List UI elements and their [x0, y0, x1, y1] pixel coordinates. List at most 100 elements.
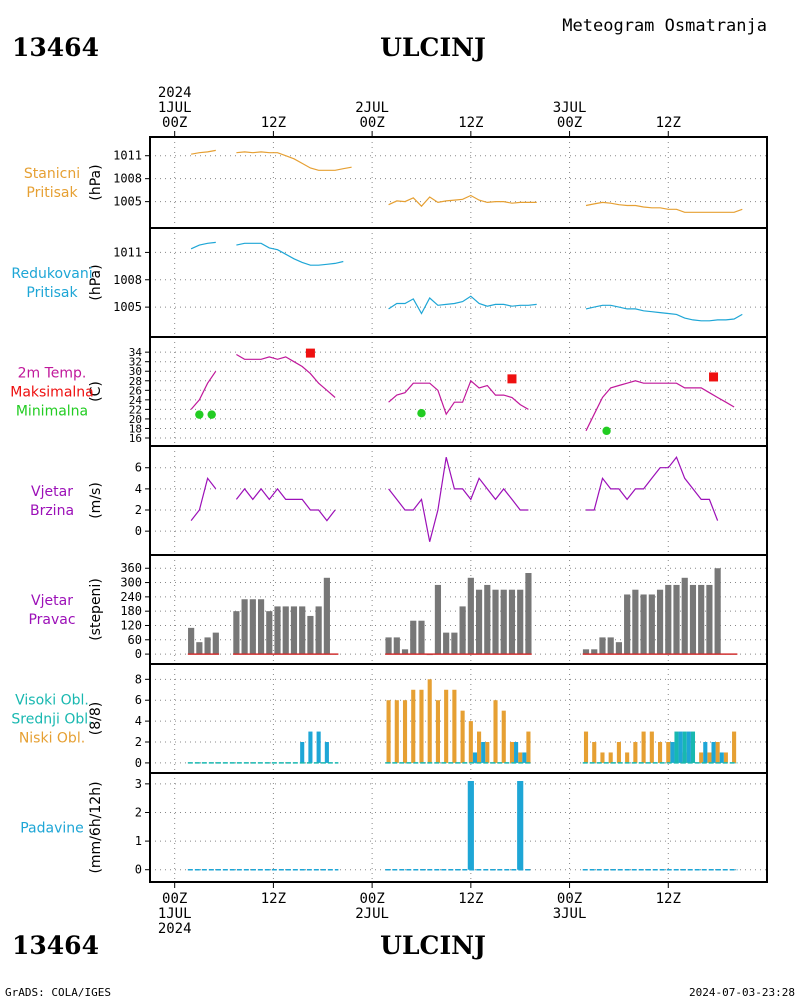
bar-oblaci-visokiobl-4 [472, 752, 478, 763]
bar-pravac-42 [648, 594, 655, 655]
panel-label-oblaci-0: Visoki Obl. [15, 693, 89, 709]
bar-pravac-45 [673, 584, 680, 655]
max-marker-0 [305, 348, 315, 358]
ytick-label-oblaci-3: 6 [135, 693, 142, 707]
station-name-top: ULCINJ [380, 33, 486, 62]
ytick-label-padavine-0: 0 [135, 863, 142, 877]
panel-label-pravac-0: Vjetar [31, 593, 73, 609]
line-stanicni-0-3 [585, 201, 743, 213]
product-title: Meteogram Osmatranja [562, 16, 767, 36]
bar-oblaci-niskiobl-3 [411, 689, 416, 763]
bar-oblaci-visokiobl-12 [711, 742, 716, 763]
line-redukovani-0-1 [236, 242, 344, 266]
bar-pravac-13 [307, 615, 314, 655]
panel-frame-stanicni [149, 136, 768, 229]
time-label-bottom-0-1: 1JUL [158, 906, 192, 922]
bar-pravac-36 [599, 637, 606, 655]
bar-pravac-40 [632, 589, 639, 655]
ytick-label-oblaci-2: 4 [135, 714, 142, 728]
panel-label-oblaci-2: Niski Obl. [19, 731, 85, 747]
station-id-top: 13464 [12, 33, 99, 62]
bar-oblaci-niskiobl-4 [419, 689, 424, 763]
line-brzina-0-2 [388, 457, 529, 542]
line-brzina-0-3 [586, 455, 719, 521]
ytick-label-stanicni-1: 1008 [113, 172, 142, 186]
station-name-bottom: ULCINJ [380, 931, 486, 960]
bar-pravac-22 [434, 584, 442, 655]
ytick-label-temp-3: 22 [129, 403, 142, 416]
ytick-label-padavine-3: 3 [135, 777, 142, 791]
bar-pravac-8 [266, 611, 273, 655]
panel-label-temp-1: Maksimalna [10, 385, 94, 401]
min-marker-3 [602, 426, 611, 436]
max-marker-2 [709, 372, 719, 382]
time-label-bottom-2-0: 00Z [359, 891, 384, 907]
bar-oblaci-niskiobl-10 [468, 721, 473, 763]
bar-oblaci-visokiobl-11 [703, 742, 708, 763]
bar-oblaci-niskiobl-6 [435, 700, 440, 763]
bar-oblaci-visokiobl-0 [300, 742, 305, 763]
line-redukovani-0-2 [388, 295, 537, 315]
bar-pravac-14 [315, 606, 322, 655]
time-label-top-4-0: 3JUL [553, 100, 587, 116]
time-label-bottom-2-1: 2JUL [355, 906, 389, 922]
bar-oblaci-niskiobl-1 [394, 700, 399, 763]
panel-brzina: 0 2 4 6 (m/s) Vjetar Brzina [30, 445, 768, 556]
bar-oblaci-niskiobl-14 [501, 710, 506, 763]
line-temp-0-2 [388, 379, 529, 416]
bar-pravac-6 [249, 599, 256, 655]
min-marker-0 [195, 410, 204, 419]
bar-oblaci-niskiobl-8 [452, 689, 457, 763]
panel-frame-brzina [149, 445, 768, 556]
bar-pravac-2 [204, 637, 211, 655]
time-label-top-3-0: 12Z [458, 115, 483, 131]
bar-pravac-46 [681, 577, 688, 655]
bar-pravac-10 [282, 606, 289, 655]
bar-pravac-23 [443, 632, 450, 655]
bar-pravac-7 [257, 599, 265, 655]
ytick-label-redukovani-2: 1011 [113, 245, 142, 259]
time-label-top-2-0: 2JUL [355, 100, 389, 116]
bar-pravac-43 [656, 589, 664, 655]
bar-pravac-33 [525, 573, 532, 655]
unit-label-padavine: (mm/6h/12h) [88, 781, 104, 873]
bar-pravac-41 [640, 594, 647, 655]
bar-pravac-9 [274, 606, 281, 655]
line-stanicni-0-1 [236, 151, 352, 171]
footer-timestamp: 2024-07-03-23:28 [689, 986, 795, 999]
ytick-label-pravac-0: 0 [135, 647, 142, 661]
bar-oblaci-niskiobl-36 [732, 731, 737, 763]
bar-oblaci-niskiobl-0 [386, 700, 391, 763]
bar-oblaci-niskiobl-2 [402, 700, 408, 763]
panel-padavine: 0 1 2 3 (mm/6h/12h)Padavine [20, 772, 768, 883]
time-label-bottom-1-0: 12Z [261, 891, 286, 907]
bar-oblaci-niskiobl-18 [583, 731, 589, 763]
panel-label-temp-0: 2m Temp. [18, 366, 87, 382]
ytick-label-redukovani-1: 1008 [113, 273, 142, 287]
bar-oblaci-niskiobl-25 [641, 731, 646, 763]
bar-oblaci-visokiobl-8 [670, 742, 675, 763]
panel-label-redukovani-0: Redukovani [11, 266, 92, 282]
footer-credit: GrADS: COLA/IGES [5, 986, 111, 999]
panel-label-brzina-0: Vjetar [31, 484, 73, 500]
bar-oblaci-niskiobl-34 [715, 742, 720, 763]
line-stanicni-0-2 [388, 194, 537, 208]
bar-oblaci-niskiobl-13 [493, 700, 498, 763]
bar-oblaci-niskiobl-15 [509, 742, 515, 763]
panel-label-redukovani-1: Pritisak [26, 285, 78, 301]
panel-frame-temp [149, 336, 768, 447]
ytick-label-temp-4: 24 [129, 394, 143, 407]
bar-oblaci-niskiobl-20 [600, 752, 605, 763]
bar-oblaci-niskiobl-16 [518, 752, 523, 763]
panel-label-temp-2: Minimalna [16, 404, 88, 420]
line-temp-0-3 [585, 380, 735, 432]
ytick-label-brzina-1: 2 [135, 503, 142, 517]
unit-label-oblaci: (8/8) [88, 702, 104, 735]
bar-oblaci-niskiobl-35 [723, 752, 728, 763]
bar-pravac-29 [492, 589, 499, 655]
time-label-top-5-0: 12Z [656, 115, 681, 131]
time-label-top-1-0: 12Z [261, 115, 286, 131]
bar-oblaci-visokiobl-2 [316, 731, 321, 763]
